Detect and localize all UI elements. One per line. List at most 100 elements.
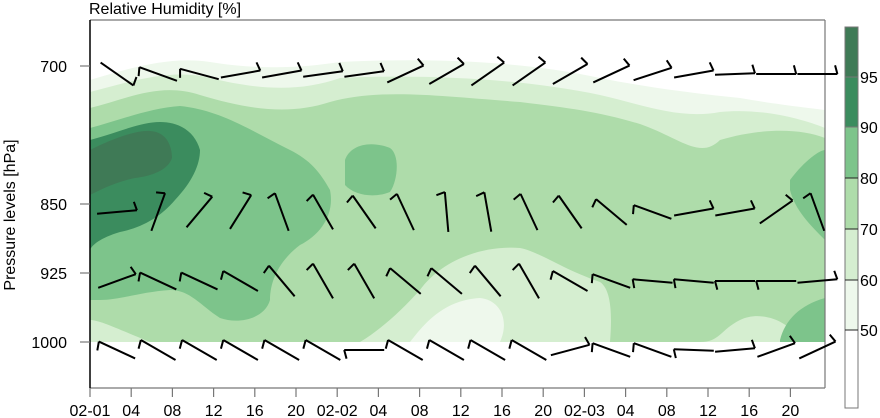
wind-barb — [552, 194, 583, 229]
wind-barb — [590, 342, 631, 358]
wind-barb — [96, 201, 138, 215]
y-axis-label: Pressure levels [hPa] — [2, 139, 19, 290]
wind-barb — [100, 61, 138, 87]
wind-barb — [511, 262, 540, 299]
wind-barb — [347, 262, 376, 299]
wind-barb — [508, 339, 547, 361]
x-tick-label: 08 — [411, 403, 429, 418]
wind-barb — [386, 58, 425, 84]
wind-barb — [467, 339, 506, 361]
y-tick-label: 925 — [40, 266, 67, 283]
x-tick-label: 08 — [164, 403, 182, 418]
x-tick-label: 20 — [782, 403, 800, 418]
humidity-contours — [90, 60, 825, 342]
wind-barb — [714, 280, 755, 290]
wind-barb — [96, 340, 136, 360]
contour-80-90-b — [345, 144, 397, 196]
x-tick-label: 20 — [534, 403, 552, 418]
wind-barb — [550, 336, 591, 357]
x-tick-label: 04 — [122, 403, 140, 418]
colorbar-label: 95 — [860, 70, 878, 87]
wind-barb — [219, 270, 259, 292]
y-tick-label: 850 — [40, 197, 67, 214]
wind-barbs — [96, 55, 839, 361]
wind-barb — [470, 55, 505, 87]
wind-barb — [137, 271, 177, 291]
wind-barb — [305, 193, 334, 230]
colorbar-label: 60 — [860, 273, 878, 290]
colorbar-label: 50 — [860, 323, 878, 340]
wind-barb — [229, 191, 253, 230]
wind-barb — [802, 192, 826, 232]
wind-barb — [632, 342, 672, 358]
x-tick-label: 04 — [617, 403, 635, 418]
colorbar-segment — [845, 178, 858, 229]
wind-barb — [303, 62, 344, 78]
wind-barb — [426, 267, 463, 295]
wind-barb — [179, 67, 219, 81]
colorbar-segment — [845, 330, 858, 408]
wind-barb — [631, 278, 673, 289]
wind-barb — [714, 64, 756, 76]
wind-barb — [552, 56, 589, 85]
x-tick-label: 02-01 — [70, 403, 111, 418]
wind-barb — [178, 339, 218, 361]
wind-barb — [513, 193, 539, 231]
wind-barb — [384, 339, 424, 361]
wind-barb — [512, 55, 547, 87]
wind-barb — [305, 262, 334, 299]
x-tick-label: 02-03 — [564, 403, 605, 418]
x-tick-label: 20 — [287, 403, 305, 418]
wind-barb — [436, 191, 450, 233]
x-tick-label: 02-02 — [317, 403, 358, 418]
wind-barb — [672, 348, 714, 359]
wind-barb — [302, 339, 341, 361]
contour-95-plus — [90, 130, 172, 195]
wind-barb — [632, 204, 672, 220]
colorbar-segment — [845, 127, 858, 178]
wind-barb — [592, 58, 631, 84]
y-tick-label: 700 — [40, 59, 67, 76]
colorbar-segment — [845, 27, 858, 77]
x-axis: 02-01 04 08 12 16 20 02-02 04 08 12 16 20 02-03 04 08 1… — [70, 388, 800, 418]
wind-barb — [798, 334, 837, 360]
x-tick-label: 12 — [699, 403, 717, 418]
wind-barb — [97, 266, 137, 289]
wind-barb — [797, 270, 839, 284]
wind-barb — [672, 278, 714, 289]
wind-barb — [673, 61, 715, 79]
wind-barb — [261, 339, 300, 361]
colorbar-segment — [845, 280, 858, 330]
wind-barb — [344, 62, 385, 78]
wind-barb — [137, 66, 178, 82]
wind-barb — [267, 192, 290, 232]
colorbar-frame — [844, 26, 859, 409]
y-tick-label: 1000 — [31, 335, 67, 352]
wind-barb — [756, 65, 798, 75]
colorbar-segment — [845, 77, 858, 127]
wind-barb — [549, 270, 589, 292]
colorbar-segment — [845, 229, 858, 280]
y-axis: 700 850 925 1000 — [31, 59, 90, 352]
wind-barb — [178, 271, 218, 291]
wind-barb — [389, 193, 415, 231]
wind-barb — [755, 280, 797, 290]
wind-barb — [219, 339, 259, 361]
colorbar-label: 90 — [860, 120, 878, 137]
contour-80-90-d — [780, 298, 825, 342]
x-tick-label: 12 — [205, 403, 223, 418]
wind-barb — [757, 335, 796, 358]
colorbar-label: 80 — [860, 171, 878, 188]
wind-barb — [343, 349, 385, 359]
x-tick-label: 04 — [370, 403, 388, 418]
wind-barb — [346, 194, 377, 229]
x-tick-label: 12 — [452, 403, 470, 418]
wind-barb — [797, 65, 839, 75]
chart-title: Relative Humidity [%] — [89, 1, 241, 18]
wind-barb — [185, 191, 214, 228]
wind-barb — [759, 193, 794, 225]
wind-barb — [591, 198, 628, 226]
wind-barb — [385, 267, 422, 295]
x-tick-label: 16 — [493, 403, 511, 418]
